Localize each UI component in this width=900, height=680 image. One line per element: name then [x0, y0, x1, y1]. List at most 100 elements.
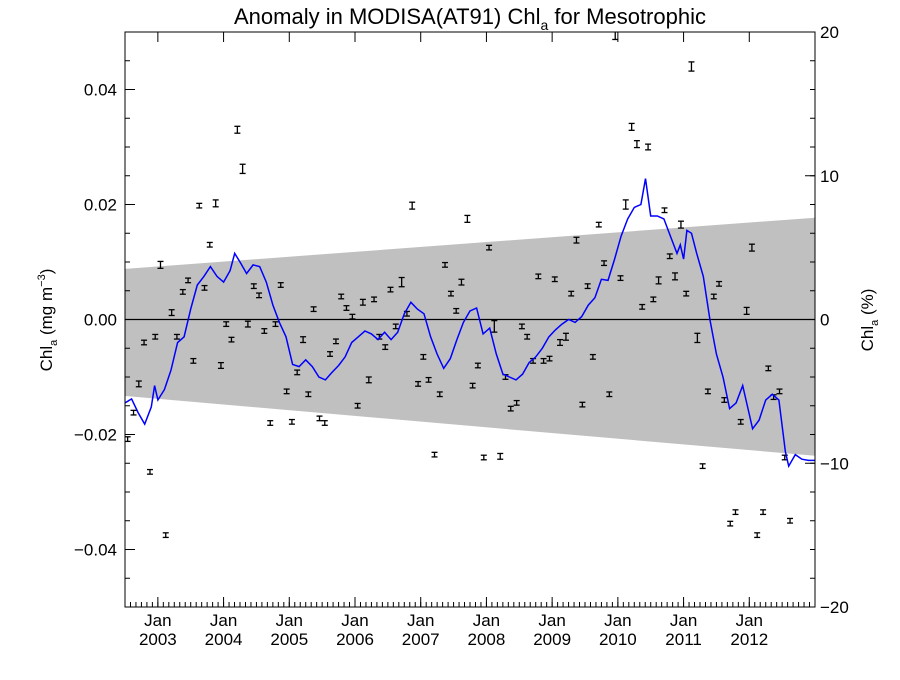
anomaly-point — [776, 388, 783, 395]
anomaly-point — [425, 376, 432, 383]
uncertainty-envelope — [125, 217, 815, 456]
anomaly-point — [250, 283, 257, 290]
anomaly-point — [338, 293, 345, 300]
anomaly-point — [584, 283, 591, 290]
anomaly-point — [557, 338, 564, 347]
anomaly-point — [212, 199, 219, 208]
anomaly-point — [595, 221, 602, 228]
anomaly-point — [349, 313, 356, 320]
anomaly-point — [546, 355, 553, 362]
anomaly-point — [535, 273, 542, 280]
anomaly-point — [748, 243, 755, 252]
anomaly-point — [157, 260, 164, 269]
anomaly-point — [354, 402, 361, 409]
anomaly-point — [125, 436, 131, 443]
anomaly-point — [639, 303, 646, 310]
x-tick-month-label: Jan — [604, 611, 631, 630]
plot-area — [125, 32, 815, 539]
right-y-tick-label: −10 — [820, 454, 849, 473]
anomaly-point — [491, 319, 498, 333]
anomaly-point — [721, 397, 728, 403]
anomaly-point — [579, 401, 586, 408]
anomaly-point — [474, 362, 481, 369]
anomaly-point — [628, 122, 635, 131]
anomaly-point — [458, 278, 465, 286]
anomaly-point — [655, 276, 662, 285]
anomaly-point — [497, 452, 504, 460]
anomaly-point — [185, 277, 192, 284]
anomaly-point — [612, 32, 619, 41]
x-tick-year-label: 2006 — [336, 630, 374, 649]
left-y-tick-label: 0.02 — [84, 196, 117, 215]
anomaly-point — [201, 284, 208, 291]
x-tick-month-label: Jan — [276, 611, 303, 630]
anomaly-point — [436, 391, 443, 398]
anomaly-point — [146, 468, 153, 475]
anomaly-point — [601, 260, 608, 267]
anomaly-point — [480, 454, 487, 461]
anomaly-point — [190, 357, 197, 364]
anomaly-point — [737, 418, 744, 425]
anomaly-point — [683, 290, 690, 297]
anomaly-point — [272, 321, 279, 328]
anomaly-point — [343, 305, 350, 311]
anomaly-point — [130, 409, 137, 416]
anomaly-point — [256, 292, 263, 299]
anomaly-point — [732, 509, 739, 516]
anomaly-point — [442, 261, 449, 268]
right-y-tick-label: −20 — [820, 598, 849, 617]
x-tick-year-label: 2011 — [665, 630, 702, 649]
anomaly-point — [152, 333, 159, 340]
x-tick-year-label: 2003 — [139, 630, 177, 649]
anomaly-point — [507, 405, 514, 412]
x-tick-month-label: Jan — [341, 611, 368, 630]
anomaly-point — [179, 288, 186, 295]
anomaly-point — [672, 272, 679, 281]
anomaly-point — [486, 244, 493, 251]
right-y-tick-label: 10 — [820, 167, 839, 186]
anomaly-point — [168, 309, 175, 317]
anomaly-point — [387, 286, 394, 293]
x-tick-year-label: 2007 — [402, 630, 440, 649]
anomaly-point — [294, 369, 301, 376]
anomaly-point — [524, 333, 531, 340]
anomaly-point — [398, 276, 405, 288]
anomaly-point — [141, 339, 148, 346]
chart-title: Anomaly in MODISA(AT91) Chla for Mesotro… — [234, 4, 706, 33]
anomaly-point — [305, 391, 312, 398]
anomaly-point — [217, 361, 224, 370]
anomaly-point — [327, 351, 334, 357]
anomaly-point — [196, 202, 203, 209]
anomaly-point — [568, 290, 575, 297]
anomaly-point — [573, 236, 580, 244]
right-y-tick-label: 0 — [820, 311, 829, 330]
anomaly-point — [244, 320, 251, 328]
anomaly-point — [540, 357, 547, 364]
anomaly-point — [206, 241, 213, 248]
smoothed-series-line — [125, 178, 815, 469]
anomaly-point — [754, 532, 761, 539]
anomaly-point — [371, 296, 378, 303]
anomaly-point — [382, 344, 389, 351]
anomaly-point — [716, 280, 723, 287]
anomaly-point — [447, 290, 454, 297]
anomaly-point — [310, 306, 317, 313]
anomaly-point — [288, 418, 295, 425]
anomaly-point — [704, 388, 711, 395]
x-tick-month-label: Jan — [670, 611, 697, 630]
anomaly-point — [699, 463, 706, 470]
left-y-axis-label: Chla (mg m−3) — [36, 269, 60, 372]
anomaly-point — [415, 380, 422, 387]
anomaly-point — [787, 517, 794, 524]
anomaly-point — [283, 388, 290, 395]
anomaly-point — [431, 451, 438, 458]
anomaly-point — [409, 201, 416, 210]
anomaly-point — [228, 336, 235, 343]
x-tick-month-label: Jan — [473, 611, 500, 630]
anomaly-point — [760, 509, 767, 516]
anomaly-point — [267, 420, 274, 426]
anomaly-point — [365, 376, 372, 384]
left-y-tick-label: 0.00 — [84, 311, 117, 330]
